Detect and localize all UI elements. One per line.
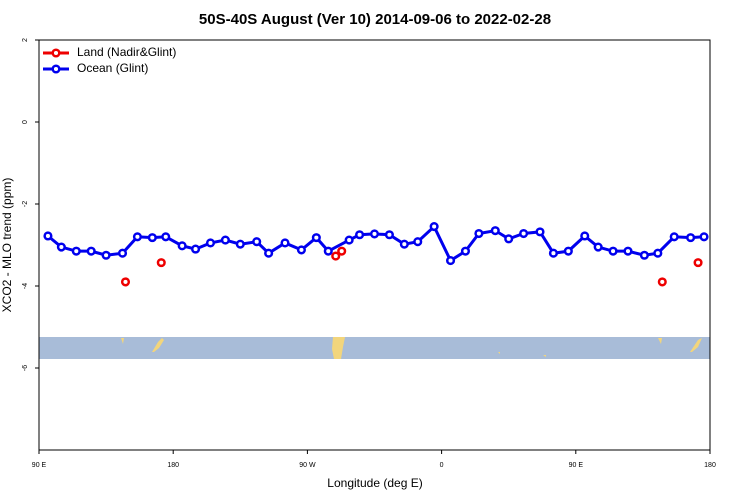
legend-label: Land (Nadir&Glint)	[77, 45, 176, 59]
data-point	[132, 232, 142, 242]
data-point	[205, 238, 216, 248]
data-point	[686, 233, 696, 243]
plot-frame	[38, 39, 711, 451]
data-point	[699, 232, 709, 242]
data-point	[563, 246, 573, 256]
data-point	[653, 248, 663, 258]
data-point	[608, 246, 618, 256]
data-point	[693, 258, 703, 268]
data-point	[519, 228, 529, 239]
data-point	[445, 256, 456, 266]
data-point	[593, 242, 603, 252]
data-point	[161, 232, 171, 242]
legend-marker	[51, 64, 61, 74]
data-point	[117, 248, 128, 258]
data-point	[399, 239, 409, 249]
data-point	[337, 246, 347, 256]
data-point	[191, 244, 201, 254]
legend: Land (Nadir&Glint) Ocean (Glint)	[43, 45, 176, 75]
data-point	[657, 277, 667, 287]
data-point	[623, 246, 633, 256]
data-point	[355, 230, 365, 240]
y-tick-label: 2	[22, 38, 29, 42]
data-point	[384, 230, 394, 240]
data-point	[311, 233, 321, 243]
data-point	[147, 233, 157, 243]
data-point	[71, 246, 81, 256]
data-point	[474, 228, 484, 239]
y-tick-label: -6	[22, 365, 29, 371]
x-tick-label: 90 E	[569, 462, 584, 469]
x-axis-label: Longitude (deg E)	[327, 476, 422, 490]
x-tick-label: 0	[440, 462, 444, 469]
data-point	[535, 227, 545, 237]
data-point	[323, 246, 333, 256]
y-tick-label: -2	[22, 201, 29, 207]
x-tick-label: 180	[167, 462, 179, 469]
data-point	[101, 250, 111, 260]
map-strip	[39, 337, 710, 359]
data-point	[56, 242, 66, 252]
data-point	[639, 250, 649, 260]
y-tick-label: -4	[22, 283, 29, 289]
legend-marker	[51, 48, 61, 58]
data-point	[252, 237, 262, 247]
data-point	[43, 231, 53, 241]
data-point	[120, 277, 131, 287]
data-point	[369, 229, 380, 239]
data-point	[220, 235, 230, 245]
data-point	[156, 258, 166, 268]
data-point	[235, 239, 245, 249]
x-tick-label: 90 W	[299, 462, 316, 469]
legend-label: Ocean (Glint)	[77, 61, 148, 75]
x-tick-label: 180	[704, 462, 716, 469]
data-point	[86, 246, 96, 256]
data-point	[460, 246, 471, 256]
data-point	[264, 248, 274, 258]
data-point	[413, 237, 423, 247]
data-point	[344, 235, 354, 245]
data-point	[331, 251, 341, 261]
data-point	[548, 248, 558, 258]
y-tick-label: 0	[22, 120, 29, 124]
chart-title: 50S-40S August (Ver 10) 2014-09-06 to 20…	[199, 11, 551, 28]
data-point	[490, 226, 500, 236]
data-point	[296, 245, 306, 255]
x-tick-label: 90 E	[32, 462, 47, 469]
data-point	[504, 234, 514, 244]
data-point	[280, 238, 290, 248]
data-point	[177, 241, 187, 251]
y-axis-label: XCO2 - MLO trend (ppm)	[0, 178, 14, 313]
data-point	[669, 232, 679, 242]
data-point	[580, 231, 590, 241]
data-point	[429, 222, 439, 232]
